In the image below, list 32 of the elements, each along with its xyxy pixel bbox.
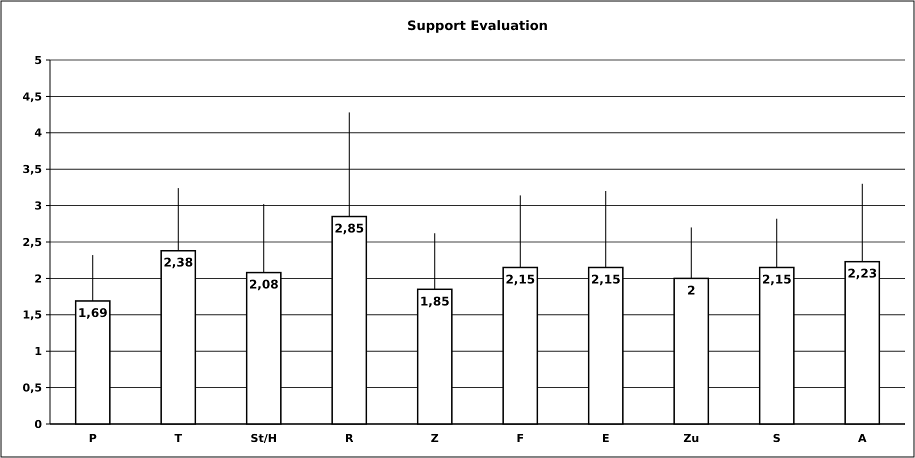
y-tick-label: 2,5 xyxy=(22,236,42,249)
y-tick-label: 3,5 xyxy=(22,163,42,176)
data-label: 2,15 xyxy=(762,272,792,286)
data-label: 1,69 xyxy=(78,306,108,320)
x-tick-label: R xyxy=(345,432,354,445)
data-label: 2,15 xyxy=(590,272,621,286)
x-tick-label: Z xyxy=(430,432,439,445)
y-tick-label: 4 xyxy=(34,126,42,140)
data-label: 2,15 xyxy=(505,272,536,286)
data-label: 2,85 xyxy=(334,222,364,236)
x-tick-label: A xyxy=(858,432,867,445)
y-tick-label: 1 xyxy=(34,345,42,358)
y-tick-label: 3 xyxy=(34,199,42,212)
x-tick-label: P xyxy=(88,432,97,445)
y-tick-label: 5 xyxy=(34,54,42,67)
chart-title: Support Evaluation xyxy=(407,19,548,34)
x-tick-label: F xyxy=(516,432,524,445)
data-label: 1,85 xyxy=(420,294,450,308)
y-tick-label: 0 xyxy=(34,418,42,431)
y-tick-label: 1,5 xyxy=(22,308,42,322)
y-tick-label: 0,5 xyxy=(22,381,42,394)
y-tick-label: 4,5 xyxy=(22,90,42,104)
x-tick-label: T xyxy=(174,432,182,445)
x-tick-label: E xyxy=(602,432,610,445)
data-label: 2,38 xyxy=(163,256,194,270)
data-label: 2,23 xyxy=(847,266,878,281)
data-label: 2,08 xyxy=(248,278,279,292)
x-tick-label: St/H xyxy=(250,432,277,445)
y-tick-label: 2 xyxy=(34,272,42,286)
x-tick-label: Zu xyxy=(683,432,700,445)
data-label: 2 xyxy=(687,283,696,298)
x-tick-label: S xyxy=(772,432,781,445)
